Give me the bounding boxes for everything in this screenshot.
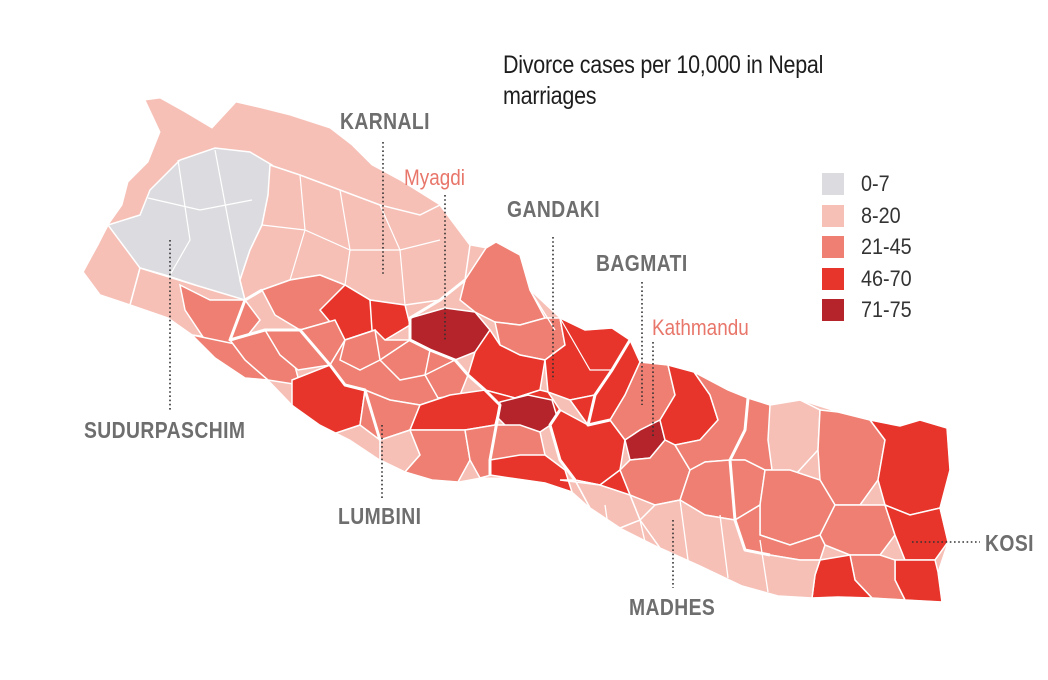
district-borders [261, 174, 441, 306]
legend-item-4: 71-75 [822, 296, 917, 324]
legend-item-2: 21-45 [822, 233, 917, 261]
label-myagdi: Myagdi [404, 165, 465, 190]
province-borders [228, 278, 771, 557]
nepal-outline [82, 97, 951, 603]
district-cell [339, 329, 381, 371]
legend-swatch [822, 173, 844, 195]
district-borders [147, 149, 253, 281]
legend-label: 46-70 [861, 265, 912, 291]
district-cell [369, 299, 411, 341]
label-karnali: KARNALI [340, 108, 430, 134]
legend-label: 8-20 [861, 202, 901, 228]
legend-item-0: 0-7 [822, 170, 917, 198]
legend-swatch [822, 299, 844, 321]
legend-swatch [822, 236, 844, 258]
district-cell [767, 399, 821, 476]
label-kathmandu: Kathmandu [652, 315, 749, 340]
legend-label: 21-45 [861, 234, 912, 259]
legend-swatch [822, 267, 844, 290]
map-title: Divorce cases per 10,000 in Nepal marria… [503, 51, 824, 110]
label-gandaki: GANDAKI [507, 196, 601, 222]
legend-label: 0-7 [861, 171, 890, 196]
legend-swatch [822, 204, 844, 227]
label-madhes: MADHES [629, 594, 716, 620]
district-cell [178, 283, 261, 346]
label-bagmati: BAGMATI [596, 250, 688, 276]
label-sudurpaschim: SUDURPASCHIM [84, 417, 246, 443]
district-cell [378, 339, 431, 381]
legend-label: 71-75 [861, 297, 912, 322]
district-cell [883, 503, 949, 561]
label-lumbini: LUMBINI [338, 503, 422, 529]
district-borders [529, 289, 612, 371]
label-kosi: KOSI [985, 530, 1034, 556]
legend-item-3: 46-70 [822, 265, 917, 293]
district-cell [423, 359, 469, 399]
district-cell [819, 504, 896, 556]
legend: 0-7 8-20 21-45 46-70 71-75 [822, 170, 917, 328]
leader-lines [169, 142, 980, 588]
legend-item-1: 8-20 [822, 202, 917, 230]
madhes-strip [559, 479, 822, 599]
